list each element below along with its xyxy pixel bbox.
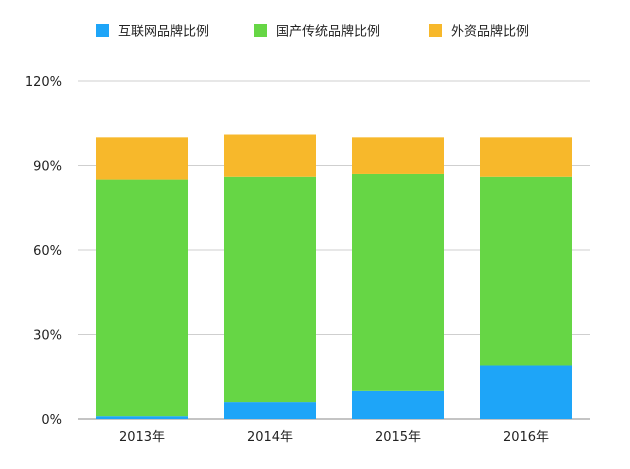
bar-segment: [352, 390, 444, 419]
bar-segment: [224, 134, 316, 177]
bar-segment: [480, 365, 572, 419]
x-axis-ticks: 2013年 2014年 2015年 2016年: [119, 430, 549, 445]
legend-label: 外资品牌比例: [451, 24, 529, 40]
bar-segment: [352, 173, 444, 391]
x-tick-label: 2013年: [119, 430, 165, 445]
y-tick-label: 90%: [33, 160, 62, 175]
legend-swatch: [96, 24, 109, 37]
bar-segment: [96, 137, 188, 180]
bar-segment: [480, 137, 572, 177]
y-tick-label: 0%: [41, 413, 62, 428]
bar-segment: [480, 176, 572, 366]
legend-label: 国产传统品牌比例: [276, 24, 380, 40]
legend-label: 互联网品牌比例: [118, 24, 209, 40]
bar-segment: [96, 179, 188, 417]
bar-segment: [224, 176, 316, 403]
y-tick-label: 120%: [25, 75, 62, 90]
y-axis-ticks: 0% 30% 60% 90% 120%: [25, 75, 62, 428]
x-tick-label: 2014年: [247, 430, 293, 445]
x-tick-label: 2015年: [375, 430, 421, 445]
bars: [96, 134, 572, 419]
bar-segment: [352, 137, 444, 174]
legend: 互联网品牌比例 国产传统品牌比例 外资品牌比例: [96, 24, 529, 40]
bar-segment: [224, 402, 316, 419]
y-tick-label: 30%: [33, 329, 62, 344]
bar-segment: [96, 416, 188, 419]
legend-swatch: [254, 24, 267, 37]
y-tick-label: 60%: [33, 244, 62, 259]
legend-swatch: [429, 24, 442, 37]
x-tick-label: 2016年: [503, 430, 549, 445]
